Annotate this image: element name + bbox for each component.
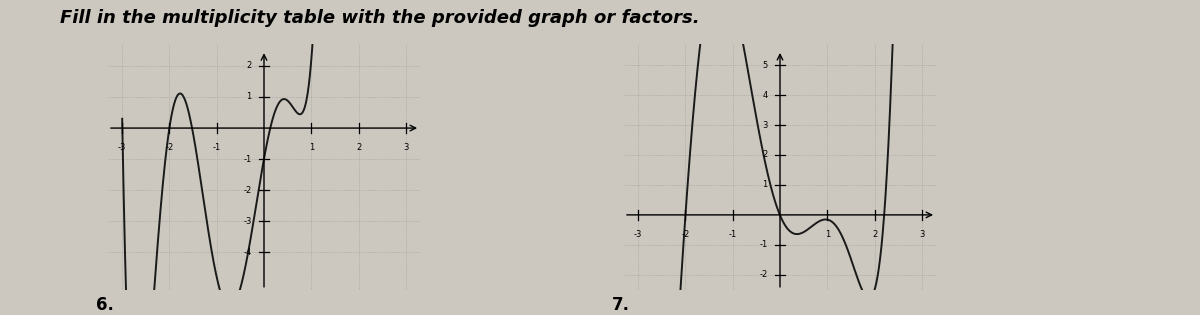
Text: -2: -2 (760, 270, 768, 279)
Text: -4: -4 (244, 248, 252, 257)
Text: Fill in the multiplicity table with the provided graph or factors.: Fill in the multiplicity table with the … (60, 9, 700, 27)
Text: -1: -1 (728, 230, 737, 239)
Text: -2: -2 (244, 186, 252, 195)
Text: 2: 2 (762, 151, 768, 159)
Text: -1: -1 (244, 155, 252, 164)
Text: 1: 1 (246, 93, 252, 101)
Text: 1: 1 (308, 143, 314, 152)
Text: -3: -3 (634, 230, 642, 239)
Text: -3: -3 (118, 143, 126, 152)
Text: -1: -1 (760, 240, 768, 249)
Text: 2: 2 (872, 230, 877, 239)
Text: 3: 3 (403, 143, 408, 152)
Text: 3: 3 (919, 230, 924, 239)
Text: 7.: 7. (612, 296, 630, 314)
Text: -1: -1 (212, 143, 221, 152)
Text: 1: 1 (762, 180, 768, 189)
Text: 3: 3 (762, 121, 768, 129)
Text: 4: 4 (762, 90, 768, 100)
Text: 5: 5 (762, 60, 768, 70)
Text: 2: 2 (246, 61, 252, 70)
Text: 2: 2 (356, 143, 361, 152)
Text: 1: 1 (824, 230, 830, 239)
Text: -3: -3 (244, 217, 252, 226)
Text: -2: -2 (166, 143, 174, 152)
Text: 6.: 6. (96, 296, 114, 314)
Text: -2: -2 (682, 230, 690, 239)
